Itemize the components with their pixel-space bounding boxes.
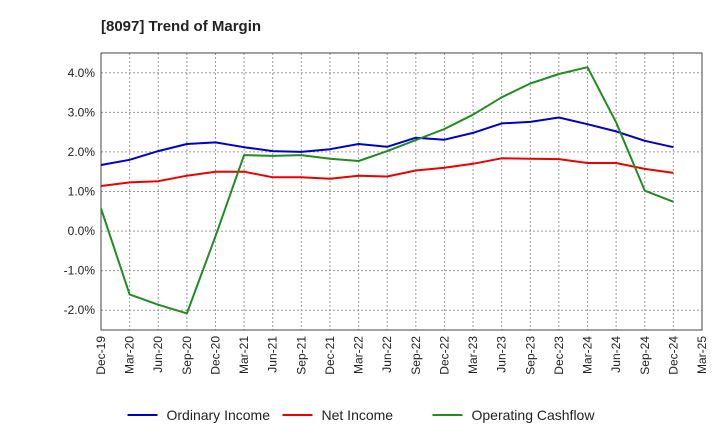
x-tick-label: Mar-24	[581, 336, 595, 374]
y-tick-label: 1.0%	[68, 185, 96, 199]
x-tick-label: Dec-20	[208, 336, 222, 375]
series-line	[100, 157, 674, 187]
y-tick-label: -2.0%	[64, 303, 96, 317]
grid-layer	[100, 53, 703, 330]
x-tick-label: Jun-22	[380, 336, 394, 373]
x-tick-label: Sep-24	[638, 336, 652, 375]
x-tick-label: Dec-22	[437, 336, 451, 375]
legend-label: Operating Cashflow	[472, 407, 596, 423]
x-tick-label: Dec-23	[552, 336, 566, 375]
x-tick-label: Mar-20	[123, 336, 137, 374]
x-tick-label: Jun-21	[266, 336, 280, 373]
y-tick-label: 4.0%	[68, 66, 96, 80]
series-line	[100, 116, 674, 166]
x-tick-label: Mar-25	[695, 336, 709, 374]
y-tick-label: -1.0%	[64, 264, 96, 278]
x-tick-label: Sep-20	[180, 336, 194, 375]
x-tick-label: Jun-23	[495, 336, 509, 373]
y-tick-label: 0.0%	[68, 224, 96, 238]
axis-layer: -2.0% -1.0% 0.0% 1.0% 2.0% 3.0% 4.0% Dec-19 Mar-…	[64, 52, 709, 375]
y-tick-label: 2.0%	[68, 145, 96, 159]
legend: Ordinary Income Net Income Operating Cashf…	[127, 407, 596, 423]
x-tick-label: Dec-21	[323, 336, 337, 375]
x-tick-label: Mar-23	[466, 336, 480, 374]
y-tick-label: 3.0%	[68, 105, 96, 119]
x-tick-label: Sep-23	[523, 336, 537, 375]
x-tick-label: Jun-24	[609, 336, 623, 373]
x-tick-label: Mar-22	[352, 336, 366, 374]
chart-title: [8097] Trend of Margin	[101, 18, 261, 35]
x-tick-label: Sep-21	[294, 336, 308, 375]
x-tick-label: Dec-24	[666, 336, 680, 375]
x-tick-label: Mar-21	[237, 336, 251, 374]
series-line	[100, 66, 674, 315]
x-tick-label: Jun-20	[151, 336, 165, 373]
plot-frame	[100, 52, 703, 331]
x-tick-label: Dec-19	[94, 336, 108, 375]
series-layer	[100, 66, 674, 315]
x-tick-label: Sep-22	[409, 336, 423, 375]
legend-label: Net Income	[322, 407, 394, 423]
legend-label: Ordinary Income	[167, 407, 271, 423]
